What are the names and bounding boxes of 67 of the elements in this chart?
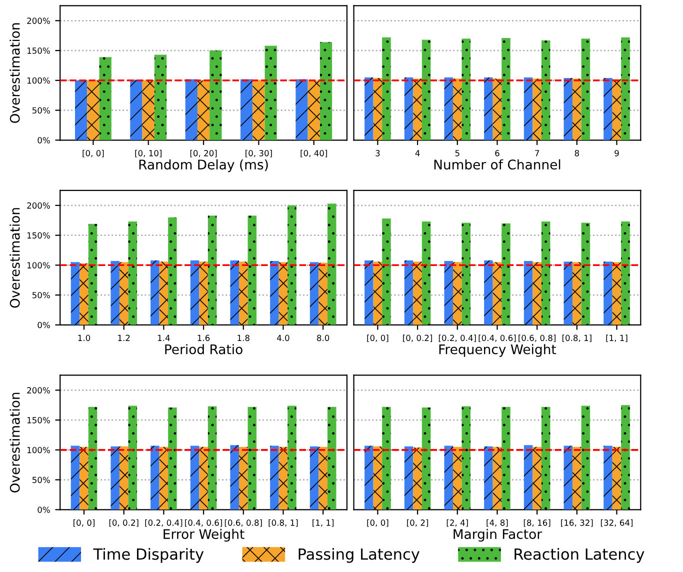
x-tick-label: [0.2, 0.4] xyxy=(438,334,476,342)
y-tick-label: 100% xyxy=(27,446,50,454)
x-tick-label: [0, 0] xyxy=(367,519,388,527)
x-tick-label: [1, 1] xyxy=(606,334,628,342)
x-tick-label: [0.4, 0.6] xyxy=(478,334,516,342)
x-tick-label: [32, 64] xyxy=(600,519,633,527)
x-tick-label: [2, 4] xyxy=(446,519,468,527)
x-axis-title: Period Ratio xyxy=(165,344,242,354)
y-tick-label: 0% xyxy=(38,322,50,328)
x-tick-label: 4.0 xyxy=(277,334,290,342)
x-tick-label: 1.2 xyxy=(118,334,130,341)
x-tick-label: [0.8, 1] xyxy=(268,519,298,527)
x-tick-label: 1.4 xyxy=(158,334,170,341)
x-tick-label: 4 xyxy=(415,150,420,156)
x-tick-label: 3 xyxy=(376,150,380,156)
y-tick-label: 100% xyxy=(27,262,50,268)
x-tick-label: [0, 30] xyxy=(246,150,272,158)
y-tick-label: 200% xyxy=(27,202,50,209)
x-tick-label: [0.2, 0.4] xyxy=(145,519,182,527)
x-tick-label: [1, 1] xyxy=(312,519,334,527)
y-axis-title: Overestimation xyxy=(10,23,20,123)
x-tick-label: [0, 2] xyxy=(407,519,428,527)
y-tick-label: 150% xyxy=(27,48,50,54)
y-tick-label: 100% xyxy=(27,77,50,84)
x-axis-title: Error Weight xyxy=(164,528,244,542)
x-axis-title: Number of Channel xyxy=(434,159,560,170)
x-tick-label: [0.8, 1] xyxy=(562,334,592,342)
y-tick-label: 200% xyxy=(27,387,50,394)
x-axis-title: Margin Factor xyxy=(454,528,542,542)
x-tick-label: 8.0 xyxy=(317,334,330,342)
x-tick-label: [0, 10] xyxy=(135,150,162,158)
x-tick-label: 9 xyxy=(614,150,619,156)
y-axis-title: Overestimation xyxy=(10,208,20,308)
legend-label: Reaction Latency xyxy=(514,548,644,563)
y-tick-label: 50% xyxy=(32,292,50,298)
x-tick-label: [0, 0] xyxy=(82,150,104,158)
x-tick-label: [0.6, 0.8] xyxy=(518,334,556,342)
x-tick-label: [0, 0] xyxy=(74,519,94,527)
x-axis-title: Random Delay (ms) xyxy=(139,159,268,172)
x-tick-label: [0.4, 0.6] xyxy=(185,519,222,527)
x-tick-label: 1.8 xyxy=(238,334,250,342)
x-tick-label: [16, 32] xyxy=(561,519,593,527)
x-tick-label: [0, 0] xyxy=(367,334,388,342)
x-tick-label: [0, 20] xyxy=(190,150,217,158)
x-tick-label: [0, 0.2] xyxy=(403,334,432,342)
y-tick-label: 200% xyxy=(27,18,50,24)
x-tick-label: [0, 40] xyxy=(300,150,327,158)
x-tick-label: 1.6 xyxy=(198,334,210,342)
x-tick-label: 7 xyxy=(535,150,540,156)
x-tick-label: [0.6, 0.8] xyxy=(224,519,262,527)
y-axis-title: Overestimation xyxy=(10,392,20,492)
x-tick-label: 6 xyxy=(495,150,500,156)
x-tick-label: [0, 0.2] xyxy=(109,519,138,527)
x-tick-label: 5 xyxy=(455,150,460,156)
legend-label: Time Disparity xyxy=(93,548,204,563)
y-tick-label: 50% xyxy=(32,476,50,484)
y-tick-label: 0% xyxy=(38,137,50,144)
y-tick-label: 150% xyxy=(27,232,50,239)
x-tick-label: [8, 16] xyxy=(524,519,550,527)
y-tick-label: 150% xyxy=(27,417,50,424)
y-tick-label: 0% xyxy=(38,506,50,513)
y-tick-label: 50% xyxy=(32,107,50,114)
x-tick-label: [4, 8] xyxy=(486,519,508,527)
x-axis-title: Frequency Weight xyxy=(439,344,556,357)
legend-label: Passing Latency xyxy=(298,548,420,563)
x-tick-label: 8 xyxy=(574,150,579,156)
x-tick-label: 1.0 xyxy=(78,334,90,342)
